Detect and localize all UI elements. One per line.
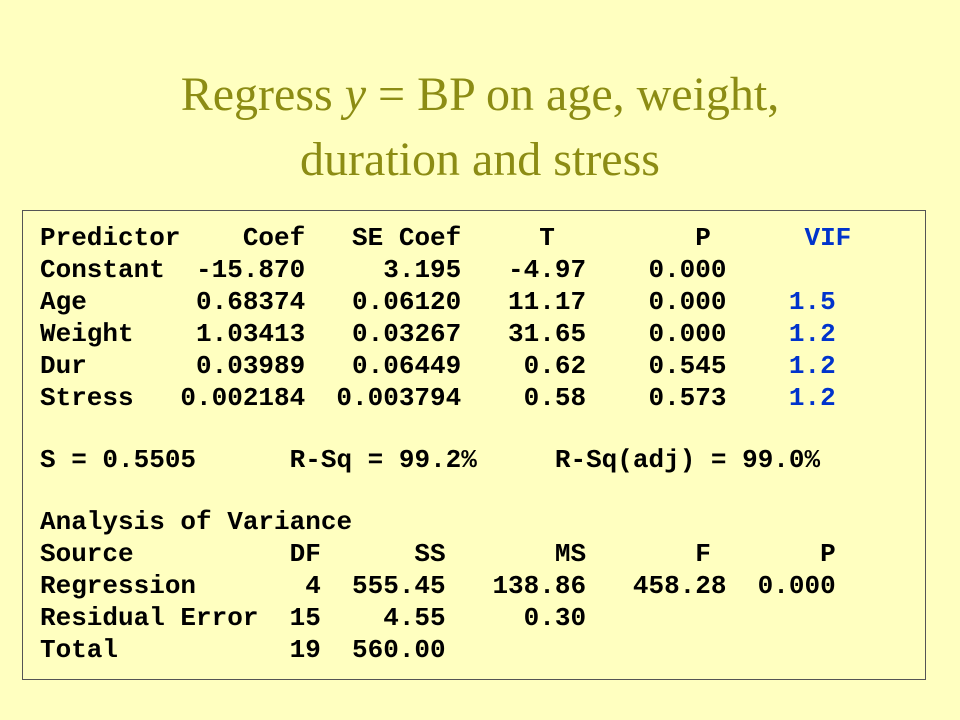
cell: 0.002184	[180, 383, 306, 413]
cell: 0.000	[648, 319, 727, 349]
cell: 0.62	[523, 351, 587, 381]
cell: 458.28	[632, 571, 727, 601]
cell: Constant	[40, 255, 165, 285]
cell: R-Sq(adj) = 99.0%	[554, 445, 821, 475]
title-text: = BP on age, weight, duration and stress	[300, 68, 780, 186]
cell: R-Sq = 99.2%	[289, 445, 477, 475]
cell: SS	[414, 539, 446, 569]
cell: F	[695, 539, 711, 569]
cell: -4.97	[508, 255, 587, 285]
cell: 0.06449	[352, 351, 462, 381]
spacer	[40, 476, 925, 506]
cell: 0.58	[523, 383, 587, 413]
cell: Age	[40, 287, 87, 317]
cell: 0.545	[648, 351, 727, 381]
cell: 1.2	[788, 319, 836, 349]
cell: 0.000	[757, 571, 836, 601]
title-italic: y	[344, 68, 367, 121]
cell: Coef	[242, 223, 306, 253]
text-row: Age 0.68374 0.06120 11.17 0.000 1.5	[40, 286, 925, 318]
spacer	[40, 414, 925, 444]
cell: DF	[289, 539, 321, 569]
cell: 0.573	[648, 383, 727, 413]
cell: Residual Error	[40, 603, 259, 633]
cell: 0.06120	[352, 287, 462, 317]
cell: 138.86	[492, 571, 587, 601]
cell: Predictor	[40, 223, 181, 253]
title-text: Regress	[180, 68, 345, 121]
section-title: Analysis of Variance	[40, 506, 925, 538]
cell: -15.870	[196, 255, 306, 285]
cell: 4	[305, 571, 321, 601]
cell: 1.03413	[196, 319, 306, 349]
cell: 1.2	[788, 351, 836, 381]
text-row: Residual Error 15 4.55 0.30	[40, 602, 925, 634]
cell: 15	[289, 603, 321, 633]
cell: Weight	[40, 319, 134, 349]
cell: VIF	[804, 223, 852, 253]
cell: 0.000	[648, 255, 727, 285]
text-row: S = 0.5505 R-Sq = 99.2% R-Sq(adj) = 99.0%	[40, 444, 925, 476]
slide-title: Regress y = BP on age, weight, duration …	[130, 62, 830, 192]
cell: 0.03989	[196, 351, 306, 381]
cell: 31.65	[508, 319, 587, 349]
text-row: Weight 1.03413 0.03267 31.65 0.000 1.2	[40, 318, 925, 350]
text-row: Predictor Coef SE Coef T P VIF	[40, 222, 925, 254]
cell: Total	[40, 635, 119, 665]
cell: 4.55	[383, 603, 446, 633]
cell: 11.17	[508, 287, 587, 317]
cell: 555.45	[352, 571, 446, 601]
cell: 3.195	[383, 255, 462, 285]
output-box: Predictor Coef SE Coef T P VIF Constant -15.870…	[22, 210, 926, 680]
text-row: Dur 0.03989 0.06449 0.62 0.545 1.2	[40, 350, 925, 382]
text-row: Stress 0.002184 0.003794 0.58 0.573 1.2	[40, 382, 925, 414]
cell: Dur	[40, 351, 87, 381]
cell: P	[820, 539, 836, 569]
cell: Stress	[40, 383, 134, 413]
cell: SE Coef	[352, 223, 462, 253]
cell: 0.003794	[336, 383, 462, 413]
cell: Analysis of Variance	[40, 507, 353, 537]
cell: 0.68374	[196, 287, 306, 317]
cell: 1.2	[788, 383, 836, 413]
cell: 0.000	[648, 287, 727, 317]
cell: P	[695, 223, 711, 253]
cell: T	[539, 223, 555, 253]
cell: 560.00	[352, 635, 446, 665]
text-row: Total 19 560.00	[40, 634, 925, 666]
cell: MS	[554, 539, 587, 569]
cell: S = 0.5505	[40, 445, 197, 475]
cell: Source	[40, 539, 134, 569]
cell: Regression	[40, 571, 197, 601]
text-row: Constant -15.870 3.195 -4.97 0.000	[40, 254, 925, 286]
text-row: Source DF SS MS F P	[40, 538, 925, 570]
cell: 0.03267	[352, 319, 462, 349]
cell: 19	[289, 635, 321, 665]
text-row: Regression 4 555.45 138.86 458.28 0.000	[40, 570, 925, 602]
cell: 0.30	[523, 603, 587, 633]
cell: 1.5	[788, 287, 836, 317]
